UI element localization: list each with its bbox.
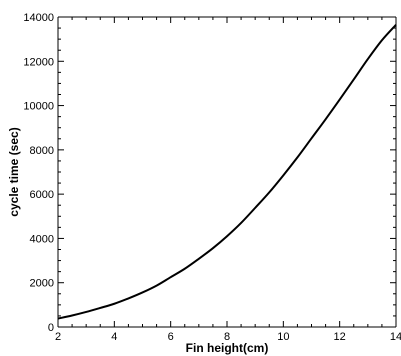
series-group	[57, 24, 397, 320]
y-tick-label: 2000	[30, 278, 54, 290]
x-ticks: 2 4 6 8 10 12 14	[55, 17, 401, 343]
y-tick-label: 14000	[23, 12, 54, 24]
x-tick-label: 2	[55, 331, 61, 343]
y-tick-label: 6000	[30, 189, 54, 201]
y-ticks: 0 2000 4000 6000 8000 10000 12000 14000	[23, 12, 396, 334]
series-line	[57, 24, 397, 320]
x-tick-label: 8	[224, 331, 230, 343]
x-tick-label: 10	[277, 331, 289, 343]
y-tick-label: 8000	[30, 145, 54, 157]
x-tick-label: 6	[168, 331, 174, 343]
y-tick-label: 12000	[23, 56, 54, 68]
x-tick-label: 12	[334, 331, 346, 343]
y-axis-title: cycle time (sec)	[7, 127, 21, 216]
x-tick-label: 4	[111, 331, 117, 343]
y-tick-label: 0	[48, 322, 54, 334]
plot-area	[57, 16, 397, 328]
y-tick-label: 10000	[23, 101, 54, 113]
y-tick-label: 4000	[30, 233, 54, 245]
x-tick-label: 14	[390, 331, 401, 343]
x-axis-title: Fin height(cm)	[186, 341, 269, 355]
